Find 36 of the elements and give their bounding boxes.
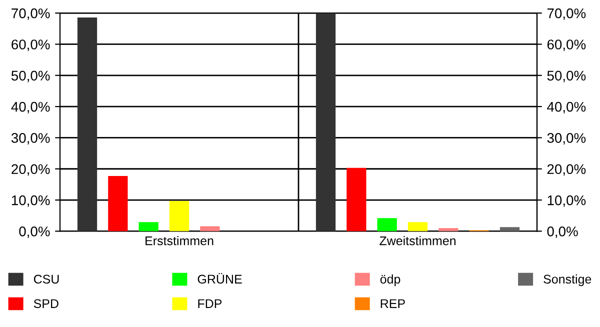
y-tick-label: 40,0% xyxy=(11,102,50,114)
bar xyxy=(346,168,366,232)
y2-tick-label: 0,0% xyxy=(547,226,578,238)
y-tick-label: 70,0% xyxy=(12,8,50,20)
y-tick-label: 60,0% xyxy=(12,40,50,52)
y-tick-label: 30,0% xyxy=(11,133,50,145)
x-tick-label: Erststimmen xyxy=(146,236,214,246)
bar xyxy=(77,17,98,232)
legend-label: Sonstige xyxy=(544,274,592,286)
y2-tick-label: 70,0% xyxy=(547,8,586,20)
bar xyxy=(438,228,458,232)
legend-label: SPD xyxy=(34,299,58,308)
legend-label: REP xyxy=(380,299,405,308)
bar xyxy=(408,222,428,232)
bar xyxy=(377,218,397,232)
y2-tick-label: 20,0% xyxy=(547,164,586,176)
y-tick-label: 50,0% xyxy=(11,70,50,82)
y-tick-label: 10,0% xyxy=(12,195,50,207)
legend-label: CSU xyxy=(34,274,59,284)
bar xyxy=(316,13,336,232)
y-tick-label: 20,0% xyxy=(12,164,50,176)
y2-tick-label: 40,0% xyxy=(547,102,586,114)
x-tick-label: Zweitstimmen xyxy=(380,236,456,246)
bar xyxy=(500,227,520,232)
bar xyxy=(200,226,220,232)
legend-label: ödp xyxy=(380,274,400,286)
bar xyxy=(169,200,190,232)
y2-tick-label: 30,0% xyxy=(547,133,586,145)
y2-tick-label: 60,0% xyxy=(547,40,586,52)
y-tick-label: 0,0% xyxy=(19,226,50,238)
legend-label: GRÜNE xyxy=(198,273,242,284)
bar xyxy=(138,222,158,232)
legend-label: FDP xyxy=(198,299,222,308)
y2-tick-label: 50,0% xyxy=(547,70,586,82)
bar xyxy=(108,176,128,232)
y2-tick-label: 10,0% xyxy=(548,195,586,207)
